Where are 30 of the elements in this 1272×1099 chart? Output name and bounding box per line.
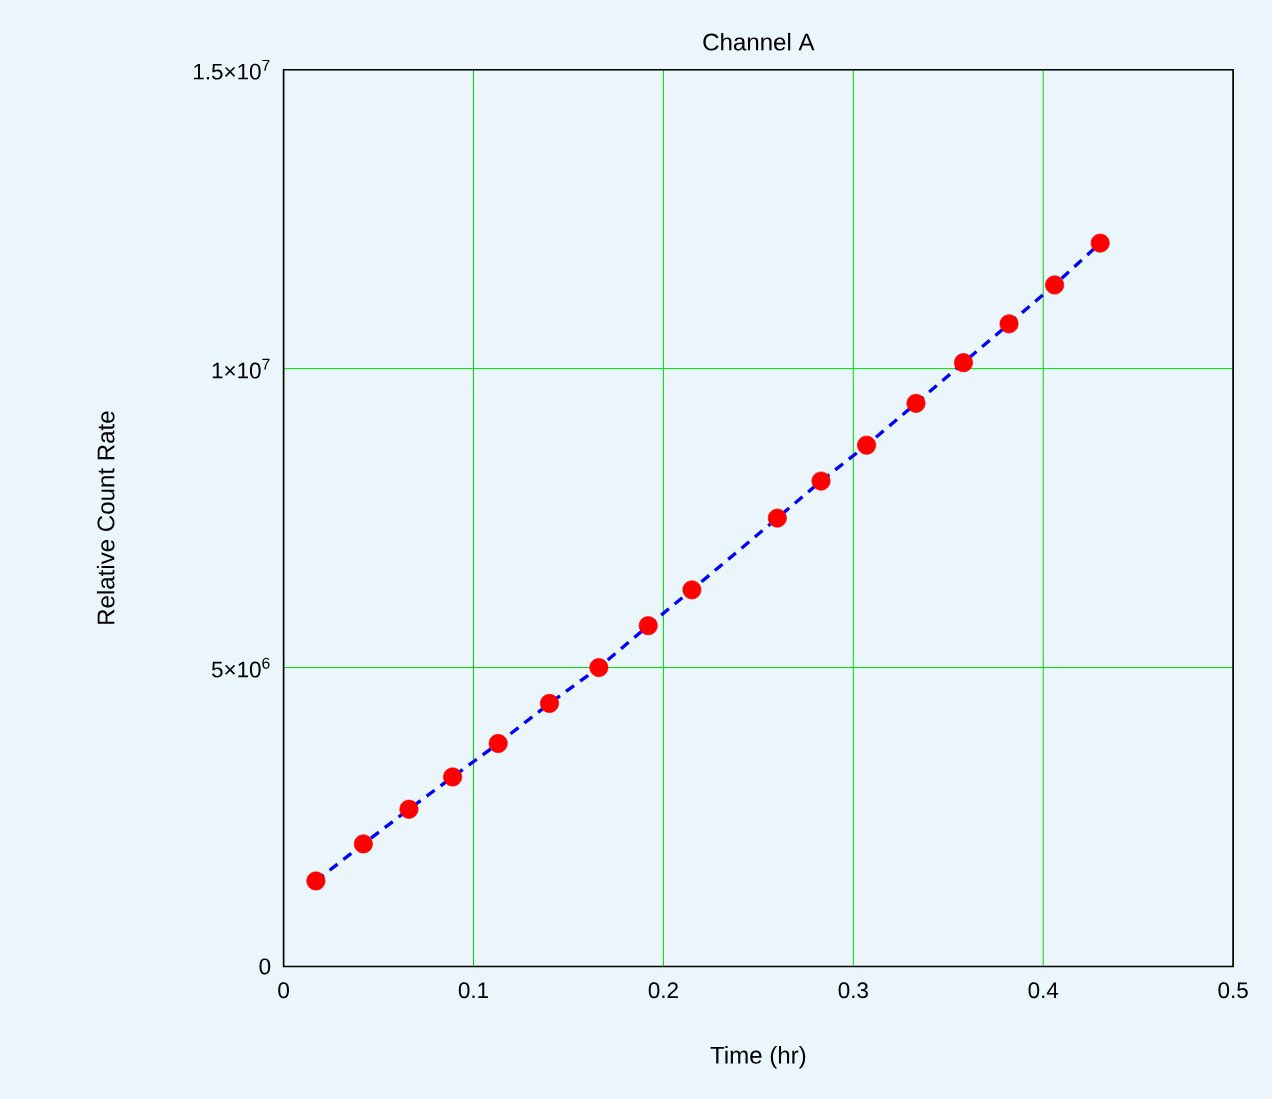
point (488, 734, 508, 753)
point (682, 580, 702, 600)
x-tick-label: 0.5 (1218, 982, 1248, 999)
x-tick-label: 0.2 (648, 982, 678, 999)
point (540, 693, 559, 713)
x-tick-label: 0 (278, 982, 289, 999)
point (399, 799, 419, 819)
x-axis-title: Time (hr) (710, 1046, 806, 1069)
point (306, 871, 326, 891)
point (638, 616, 658, 636)
point (906, 393, 926, 413)
y-tick-label: 0 (259, 958, 271, 975)
y-tick-label: 1×10$^{7}$ (212, 358, 270, 379)
point (857, 435, 877, 455)
point (767, 508, 787, 528)
point (999, 314, 1019, 334)
point (353, 834, 373, 854)
y-tick-label: 1.5×10$^{7}$ (194, 59, 270, 80)
point (589, 658, 609, 678)
point (811, 471, 831, 491)
x-tick-label: 0.4 (1028, 982, 1059, 999)
y-tick-label: 5×10$^{6}$ (211, 657, 270, 678)
point (443, 767, 463, 787)
y-axis-title: Relative Count Rate (96, 411, 115, 624)
x-tick-label: 0.1 (458, 982, 488, 999)
point (954, 353, 973, 373)
chart-title: Channel A (703, 32, 815, 51)
point (1090, 233, 1110, 253)
x-tick-label: 0.3 (838, 982, 868, 999)
point (1045, 275, 1065, 295)
